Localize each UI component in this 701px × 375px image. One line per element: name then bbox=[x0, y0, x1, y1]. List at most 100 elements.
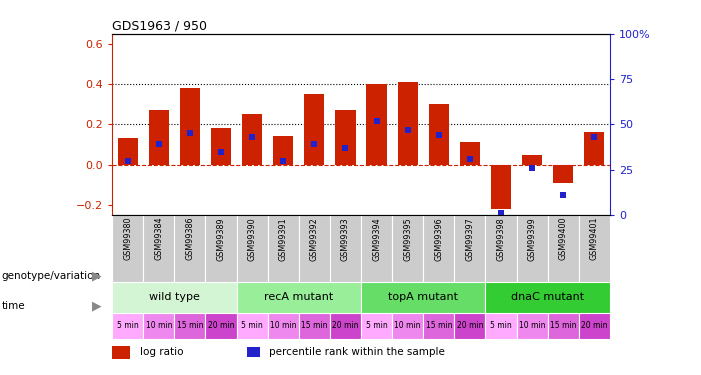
Text: GSM99380: GSM99380 bbox=[123, 217, 132, 260]
Text: GSM99392: GSM99392 bbox=[310, 217, 319, 261]
Bar bbox=[367, 84, 387, 165]
Text: 20 min: 20 min bbox=[332, 321, 359, 330]
Bar bbox=[460, 142, 480, 165]
Bar bbox=[180, 88, 200, 165]
Bar bbox=[423, 215, 454, 282]
Point bbox=[278, 158, 289, 164]
Bar bbox=[547, 215, 579, 282]
Bar bbox=[429, 104, 449, 165]
Point bbox=[308, 141, 320, 147]
Text: 10 min: 10 min bbox=[270, 321, 297, 330]
Bar bbox=[397, 82, 418, 165]
Bar bbox=[522, 154, 542, 165]
Bar bbox=[304, 94, 325, 165]
Bar bbox=[330, 313, 361, 339]
Point bbox=[247, 134, 258, 140]
Bar bbox=[486, 282, 610, 313]
Text: 20 min: 20 min bbox=[207, 321, 234, 330]
Text: recA mutant: recA mutant bbox=[264, 292, 334, 302]
Text: 15 min: 15 min bbox=[426, 321, 452, 330]
Point bbox=[526, 165, 538, 171]
Bar bbox=[175, 313, 205, 339]
Text: 20 min: 20 min bbox=[581, 321, 608, 330]
Bar bbox=[149, 110, 169, 165]
Text: GSM99396: GSM99396 bbox=[435, 217, 443, 261]
Bar bbox=[486, 215, 517, 282]
Text: 10 min: 10 min bbox=[519, 321, 545, 330]
Bar bbox=[205, 313, 237, 339]
Bar bbox=[486, 313, 517, 339]
Point bbox=[464, 156, 475, 162]
Bar bbox=[211, 128, 231, 165]
Text: 20 min: 20 min bbox=[456, 321, 483, 330]
Bar bbox=[268, 215, 299, 282]
Text: wild type: wild type bbox=[149, 292, 200, 302]
Text: GSM99397: GSM99397 bbox=[465, 217, 475, 261]
Bar bbox=[392, 313, 423, 339]
Bar bbox=[112, 313, 143, 339]
Point bbox=[122, 158, 133, 164]
Bar bbox=[330, 215, 361, 282]
Bar bbox=[579, 215, 610, 282]
Bar bbox=[247, 348, 261, 357]
Bar bbox=[242, 114, 262, 165]
Bar bbox=[299, 215, 330, 282]
Text: 15 min: 15 min bbox=[301, 321, 327, 330]
Text: 15 min: 15 min bbox=[550, 321, 576, 330]
Bar bbox=[112, 282, 237, 313]
Bar bbox=[205, 215, 237, 282]
Bar bbox=[299, 313, 330, 339]
Text: percentile rank within the sample: percentile rank within the sample bbox=[269, 347, 445, 357]
Point bbox=[402, 127, 414, 133]
Bar bbox=[268, 313, 299, 339]
Bar bbox=[547, 313, 579, 339]
Text: log ratio: log ratio bbox=[139, 347, 183, 357]
Text: 5 min: 5 min bbox=[366, 321, 388, 330]
Bar bbox=[237, 282, 361, 313]
Point bbox=[215, 148, 226, 154]
Bar bbox=[237, 313, 268, 339]
Bar bbox=[143, 215, 175, 282]
Text: GSM99386: GSM99386 bbox=[186, 217, 194, 260]
Bar bbox=[118, 138, 138, 165]
Point bbox=[340, 145, 351, 151]
Bar bbox=[273, 136, 293, 165]
Text: GSM99389: GSM99389 bbox=[217, 217, 226, 261]
Bar bbox=[237, 215, 268, 282]
Point bbox=[154, 141, 165, 147]
Point bbox=[557, 192, 569, 198]
Bar bbox=[491, 165, 511, 209]
Bar bbox=[175, 215, 205, 282]
Bar bbox=[553, 165, 573, 183]
Text: time: time bbox=[1, 301, 25, 310]
Text: GSM99391: GSM99391 bbox=[279, 217, 287, 261]
Bar bbox=[335, 110, 355, 165]
Text: 5 min: 5 min bbox=[241, 321, 263, 330]
Point bbox=[184, 130, 196, 136]
Point bbox=[371, 118, 382, 124]
Text: GSM99398: GSM99398 bbox=[496, 217, 505, 261]
Bar bbox=[361, 282, 485, 313]
Point bbox=[496, 210, 507, 216]
Text: topA mutant: topA mutant bbox=[388, 292, 458, 302]
Text: 15 min: 15 min bbox=[177, 321, 203, 330]
Bar bbox=[454, 313, 485, 339]
Text: ▶: ▶ bbox=[92, 299, 102, 312]
Bar bbox=[517, 313, 547, 339]
Text: 10 min: 10 min bbox=[395, 321, 421, 330]
Bar bbox=[517, 215, 547, 282]
Bar bbox=[112, 215, 143, 282]
Bar bbox=[361, 313, 392, 339]
Bar bbox=[579, 313, 610, 339]
Text: GSM99395: GSM99395 bbox=[403, 217, 412, 261]
Bar bbox=[584, 132, 604, 165]
Point bbox=[433, 132, 444, 138]
Bar bbox=[361, 215, 392, 282]
Bar bbox=[392, 215, 423, 282]
Text: GSM99399: GSM99399 bbox=[528, 217, 536, 261]
Text: GSM99401: GSM99401 bbox=[590, 217, 599, 260]
Bar bbox=[112, 346, 130, 359]
Text: GSM99393: GSM99393 bbox=[341, 217, 350, 261]
Text: GSM99390: GSM99390 bbox=[247, 217, 257, 261]
Text: 5 min: 5 min bbox=[117, 321, 139, 330]
